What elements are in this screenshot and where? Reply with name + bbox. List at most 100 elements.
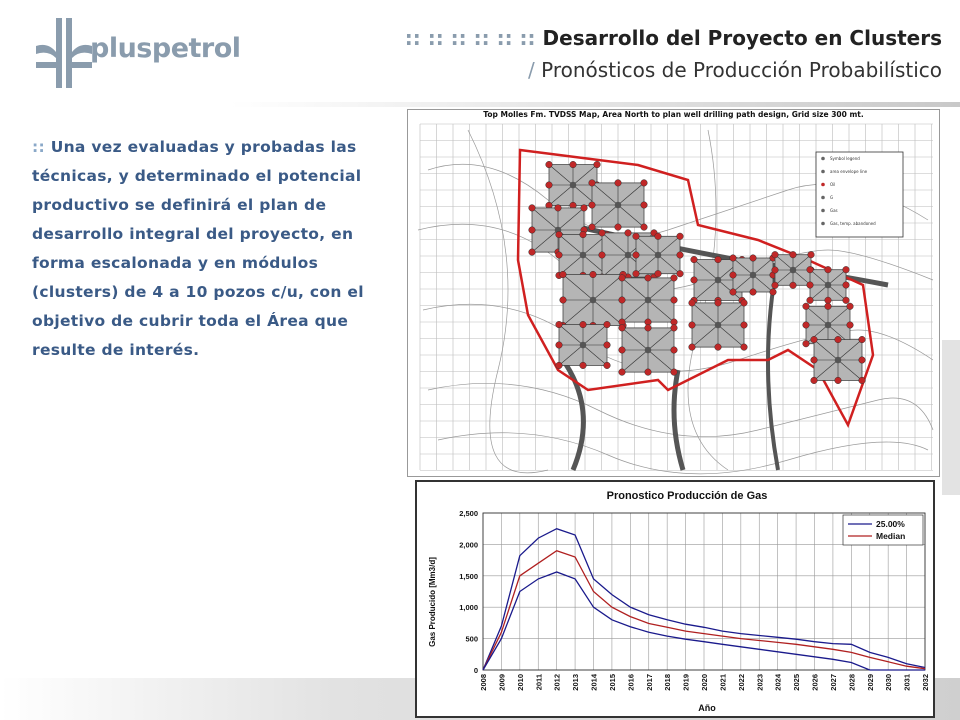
- chart-legend: [842, 514, 924, 546]
- well-path: [592, 274, 624, 301]
- production-chart: Pronostico Producción de Gas 0 500 1,000 1,…: [415, 480, 935, 718]
- cluster-center: [824, 281, 832, 289]
- well-path: [827, 284, 847, 301]
- well-marker: [618, 368, 626, 376]
- well-path: [601, 232, 629, 256]
- well-marker: [670, 368, 678, 376]
- well-path: [732, 274, 754, 293]
- x-tick-label: 2013: [571, 674, 580, 691]
- well-path: [548, 164, 574, 186]
- well-marker: [670, 346, 678, 354]
- x-tick-label: 2032: [921, 674, 930, 691]
- well-path: [691, 324, 719, 348]
- well-marker: [545, 161, 553, 169]
- well-marker: [569, 161, 577, 169]
- well-path: [601, 254, 629, 278]
- well-marker: [618, 346, 626, 354]
- page-title: :: :: :: :: :: :: Desarrollo del Proyect…: [405, 26, 942, 50]
- well-path: [621, 327, 649, 351]
- map-drawing: Symbol legend area envelope line Oil G Gas Ga…: [417, 123, 934, 475]
- well-marker: [670, 324, 678, 332]
- well-path: [647, 349, 675, 373]
- well-path: [562, 274, 594, 301]
- well-path: [813, 359, 839, 381]
- well-marker: [676, 270, 684, 278]
- x-tick-label: 2016: [626, 674, 635, 691]
- well-marker: [588, 223, 596, 231]
- well-path: [531, 229, 559, 253]
- well-path: [617, 182, 645, 206]
- well-marker: [749, 288, 757, 296]
- map-title: Top Molles Fm. TVDSS Map, Area North to …: [483, 110, 864, 119]
- well-path: [657, 236, 681, 256]
- well-marker: [545, 181, 553, 189]
- cluster-center: [569, 181, 577, 189]
- well-path: [805, 306, 829, 326]
- x-tick-label: 2014: [590, 673, 599, 691]
- well-marker: [618, 274, 626, 282]
- cluster-center: [579, 341, 587, 349]
- well-marker: [858, 376, 866, 384]
- x-tick-label: 2023: [755, 674, 764, 691]
- legend-label: 25.00%: [876, 519, 905, 529]
- well-marker: [771, 251, 779, 259]
- well-marker: [603, 341, 611, 349]
- well-marker: [614, 179, 622, 187]
- x-tick-label: 2022: [737, 674, 746, 691]
- well-path: [792, 254, 812, 271]
- map-legend-symbol: [821, 182, 825, 187]
- well-marker: [688, 321, 696, 329]
- header-divider: [230, 102, 960, 107]
- logo-text: pluspetrol: [90, 33, 241, 64]
- well-marker: [559, 270, 567, 279]
- map-legend-label: Oil: [830, 182, 835, 187]
- well-marker: [688, 299, 696, 307]
- well-marker: [789, 251, 797, 259]
- series-line: [482, 527, 926, 671]
- well-marker: [579, 321, 587, 329]
- well-marker: [644, 324, 652, 332]
- well-path: [732, 257, 754, 276]
- well-marker: [834, 376, 842, 384]
- well-path: [805, 324, 829, 344]
- well-path: [752, 274, 774, 293]
- map-legend-symbol: [821, 195, 825, 200]
- well-path: [591, 182, 619, 206]
- well-marker: [858, 336, 866, 344]
- well-path: [621, 277, 649, 301]
- well-marker: [598, 251, 606, 259]
- cluster-center: [654, 251, 662, 259]
- well-path: [774, 254, 794, 271]
- well-path: [557, 207, 585, 231]
- x-tick-label: 2031: [903, 674, 912, 691]
- well-marker: [579, 231, 587, 239]
- x-tick-label: 2020: [700, 674, 709, 691]
- well-marker: [580, 204, 588, 212]
- well-marker: [632, 270, 640, 278]
- plot-area: [482, 512, 926, 671]
- map-legend-label: Gas, temp. abandoned: [830, 221, 876, 226]
- x-tick-label: 2028: [847, 674, 856, 691]
- well-marker: [654, 270, 662, 278]
- pluspetrol-logo-mark: [36, 18, 92, 88]
- cluster-center: [644, 346, 652, 354]
- series-line: [482, 571, 925, 671]
- well-marker: [806, 296, 814, 304]
- well-marker: [714, 299, 722, 307]
- body-text: Una vez evaluadas y probadas las técnica…: [32, 138, 364, 359]
- x-tick-label: 2010: [516, 674, 525, 691]
- well-path: [621, 349, 649, 373]
- well-marker: [528, 226, 536, 234]
- cluster-center: [714, 276, 722, 284]
- well-path: [827, 269, 847, 286]
- well-marker: [824, 296, 832, 304]
- well-marker: [555, 251, 563, 259]
- well-marker: [603, 361, 611, 369]
- well-marker: [690, 276, 698, 284]
- well-path: [617, 204, 645, 228]
- well-marker: [603, 321, 611, 329]
- well-marker: [842, 281, 850, 289]
- well-path: [813, 339, 839, 361]
- well-marker: [588, 201, 596, 209]
- well-marker: [676, 251, 684, 259]
